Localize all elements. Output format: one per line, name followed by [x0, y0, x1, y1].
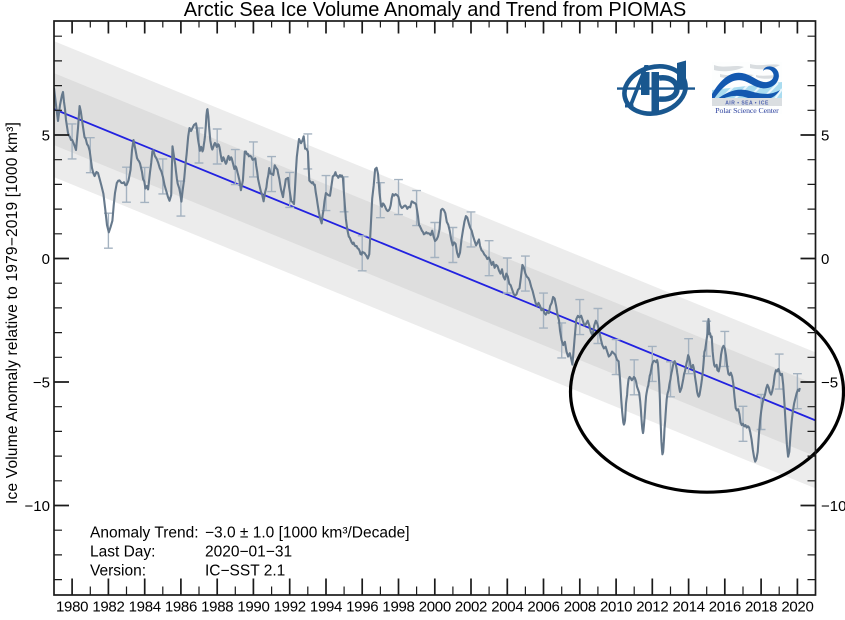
svg-text:Version:: Version:	[90, 563, 146, 580]
svg-text:2000: 2000	[419, 599, 451, 616]
svg-text:1994: 1994	[310, 599, 342, 616]
svg-text:0: 0	[42, 251, 50, 268]
svg-text:2004: 2004	[491, 599, 523, 616]
svg-text:1996: 1996	[346, 599, 378, 616]
svg-text:1984: 1984	[129, 599, 161, 616]
svg-text:−5: −5	[821, 374, 838, 391]
svg-text:0: 0	[821, 251, 829, 268]
svg-text:1982: 1982	[92, 599, 124, 616]
svg-text:AIR • SEA • ICE: AIR • SEA • ICE	[725, 100, 769, 106]
svg-text:2006: 2006	[527, 599, 559, 616]
svg-text:Polar Science Center: Polar Science Center	[715, 106, 779, 115]
svg-text:2008: 2008	[564, 599, 596, 616]
svg-text:2002: 2002	[455, 599, 487, 616]
svg-text:1988: 1988	[201, 599, 233, 616]
svg-text:2016: 2016	[709, 599, 741, 616]
svg-text:5: 5	[42, 127, 50, 144]
svg-text:−5: −5	[33, 374, 50, 391]
svg-text:2014: 2014	[673, 599, 705, 616]
svg-text:1992: 1992	[274, 599, 306, 616]
svg-text:5: 5	[821, 127, 829, 144]
svg-text:IC−SST 2.1: IC−SST 2.1	[205, 563, 285, 580]
svg-text:−3.0 ± 1.0 [1000 km³/Decade]: −3.0 ± 1.0 [1000 km³/Decade]	[205, 525, 410, 542]
svg-text:2018: 2018	[745, 599, 777, 616]
svg-text:−10: −10	[25, 498, 50, 515]
svg-text:2012: 2012	[636, 599, 668, 616]
svg-text:Anomaly Trend:: Anomaly Trend:	[90, 525, 199, 542]
svg-text:Ice Volume Anomaly relative to: Ice Volume Anomaly relative to 1979−2019…	[4, 122, 21, 504]
svg-text:1980: 1980	[56, 599, 88, 616]
svg-text:1986: 1986	[165, 599, 197, 616]
svg-text:2020−01−31: 2020−01−31	[205, 544, 292, 561]
svg-text:2020: 2020	[781, 599, 813, 616]
svg-text:Arctic Sea Ice Volume Anomaly: Arctic Sea Ice Volume Anomaly and Trend …	[184, 0, 686, 21]
svg-text:2010: 2010	[600, 599, 632, 616]
svg-text:Last Day:: Last Day:	[90, 544, 155, 561]
svg-text:1998: 1998	[382, 599, 414, 616]
svg-text:1990: 1990	[237, 599, 269, 616]
svg-text:−10: −10	[821, 498, 845, 515]
